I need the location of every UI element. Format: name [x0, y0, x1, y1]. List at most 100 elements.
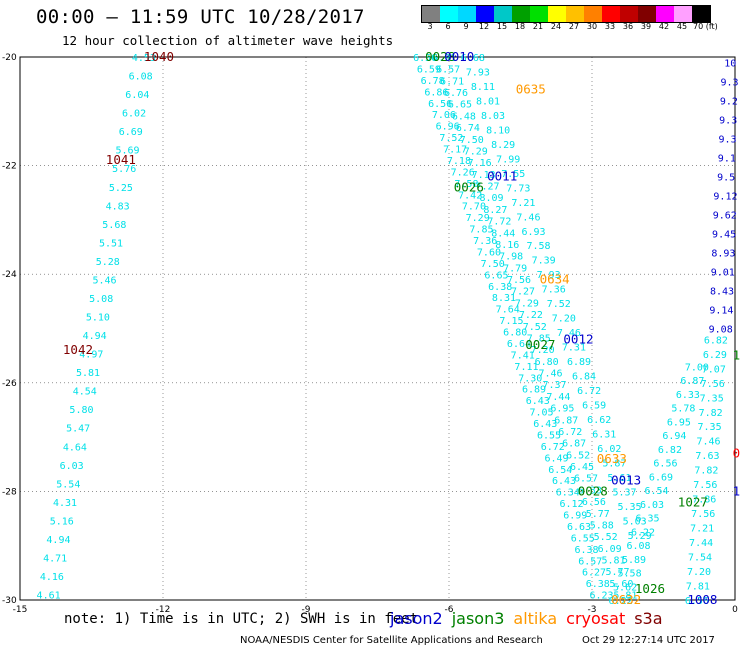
- wave-height-value: 9.45: [712, 229, 736, 240]
- wave-height-value: 9.12: [713, 191, 737, 202]
- pass-label: 0026: [454, 179, 484, 194]
- wave-height-value: 7.52: [523, 322, 547, 333]
- wave-height-value: 7.20: [531, 345, 555, 356]
- wave-height-value: 6.93: [521, 227, 545, 238]
- wave-height-value: 7.56: [507, 275, 531, 286]
- legend-swatch: [530, 6, 548, 22]
- wave-height-value: 8.01: [476, 96, 500, 107]
- wave-height-value: 9.2: [720, 96, 738, 107]
- wave-height-value: 8.43: [710, 286, 734, 297]
- wave-height-value: 5.61: [607, 473, 631, 484]
- legend-swatch: [566, 6, 584, 22]
- wave-height-value: 6.56: [685, 596, 709, 607]
- wave-height-value: 7.93: [537, 270, 561, 281]
- wave-height-value: 7.20: [552, 314, 576, 325]
- wave-height-value: 6.04: [125, 90, 149, 101]
- wave-height-value: 5.46: [92, 275, 116, 286]
- wave-height-value: 4.97: [79, 350, 103, 361]
- wave-height-value: 5.81: [602, 556, 626, 567]
- legend-swatch: [584, 6, 602, 22]
- wave-height-value: 6.72: [541, 442, 565, 453]
- wave-height-value: 7.29: [464, 146, 488, 157]
- wave-height-value: 7.86: [692, 495, 716, 506]
- satellite-legend: jason2 jason3 altika cryosat s3a: [390, 609, 672, 628]
- legend-swatch: [674, 6, 692, 22]
- wave-height-value: 6.80: [503, 328, 527, 339]
- wave-height-value: 7.11: [514, 362, 538, 373]
- wave-height-value: 5.03: [623, 516, 647, 527]
- legend-swatch: [548, 6, 566, 22]
- plot-frame: [19, 56, 736, 601]
- note-text: note: 1) Time is in UTC; 2) SWH is in fe…: [64, 611, 419, 627]
- wave-height-value: 7.98: [499, 252, 523, 263]
- wave-height-value: 5.51: [99, 238, 123, 249]
- wave-height-value: 5.62: [613, 582, 637, 593]
- wave-height-value: 5.60: [609, 579, 633, 590]
- wave-height-value: 7.79: [503, 263, 527, 274]
- wave-height-value: 6.89: [567, 357, 591, 368]
- wave-height-value: 5.69: [115, 146, 139, 157]
- wave-height-value: 5.81: [76, 368, 100, 379]
- wave-height-value: 6.82: [704, 335, 728, 346]
- wave-height-value: 7.52: [439, 133, 463, 144]
- legend-label: 39: [640, 22, 652, 31]
- wave-height-value: 6.96: [436, 122, 460, 133]
- track-jason2: 6.56 7.81 7.20 7.54 7.44 7.21 7.56 7.86 7.56 7.82…: [685, 335, 728, 607]
- pass-label: 1041: [106, 152, 136, 167]
- wave-height-value: 6.57: [574, 474, 598, 485]
- wave-height-value: 7.06: [432, 110, 456, 121]
- wave-height-value: 7.42: [458, 190, 482, 201]
- legend-swatch: [422, 6, 440, 22]
- grid-layer: [20, 57, 735, 600]
- wave-height-value: 7.15: [499, 316, 523, 327]
- legend-label: 33: [604, 22, 616, 31]
- legend-swatch: [692, 6, 710, 22]
- legend-swatch: [638, 6, 656, 22]
- pass-label: 0011: [487, 168, 517, 183]
- wave-height-value: 4.54: [73, 387, 97, 398]
- wave-height-value: 5.88: [590, 520, 614, 531]
- wave-height-value: 5.16: [50, 516, 74, 527]
- wave-height-value: 6.31: [592, 429, 616, 440]
- wave-height-value: 7.46: [696, 437, 720, 448]
- wave-height-value: 6.87: [562, 439, 586, 450]
- wave-height-value: 7.29: [515, 298, 539, 309]
- pass-label: 0632: [611, 592, 641, 607]
- wave-height-value: 7.41: [511, 350, 535, 361]
- track-jason3: 6.566.596.786.866.567.066.967.527.177.18…: [413, 53, 613, 602]
- wave-height-value: 7.56: [701, 379, 725, 390]
- satellite-legend-cryosat: cryosat: [566, 609, 626, 628]
- legend-label: 21: [532, 22, 544, 31]
- wave-height-value: 7.30: [518, 373, 542, 384]
- wave-height-value: 7.13: [472, 170, 496, 181]
- wave-height-value: 9.01: [711, 267, 735, 278]
- wave-height-value: 7.54: [688, 553, 712, 564]
- wave-height-value: 7.31: [562, 343, 586, 354]
- wave-height-value: 7.50: [481, 259, 505, 270]
- timestamp-text: Oct 29 12:27:14 UTC 2017: [582, 635, 715, 646]
- wave-height-value: 7.07: [702, 364, 726, 375]
- wave-height-value: 6.03: [60, 461, 84, 472]
- wave-height-value: 5.54: [56, 479, 80, 490]
- wave-height-value: 7.82: [699, 408, 723, 419]
- x-tick-label: -9: [302, 605, 311, 615]
- wave-height-value: 8.29: [491, 140, 515, 151]
- wave-height-value: 7.81: [686, 582, 710, 593]
- wave-height-value: 10: [724, 58, 736, 69]
- pass-label: 1027: [678, 494, 708, 509]
- wave-height-value: 6.99: [563, 511, 587, 522]
- wave-height-value: 6.84: [572, 372, 596, 383]
- wave-height-value: 9.08: [709, 325, 733, 336]
- pass-label: 1040: [144, 49, 174, 64]
- pass-label: 0633: [597, 451, 627, 466]
- wave-height-value: 6.35: [635, 514, 659, 525]
- legend-label: 36: [622, 22, 634, 31]
- wave-height-value: 5.76: [112, 164, 136, 175]
- wave-height-value: 4.31: [53, 498, 77, 509]
- legend-label: 27: [568, 22, 580, 31]
- wave-height-value: 7.64: [496, 305, 520, 316]
- wave-height-value: 6.62: [587, 415, 611, 426]
- wave-height-value: 7.20: [687, 567, 711, 578]
- legend-label: 6: [445, 22, 451, 31]
- wave-height-value: 6.12: [559, 499, 583, 510]
